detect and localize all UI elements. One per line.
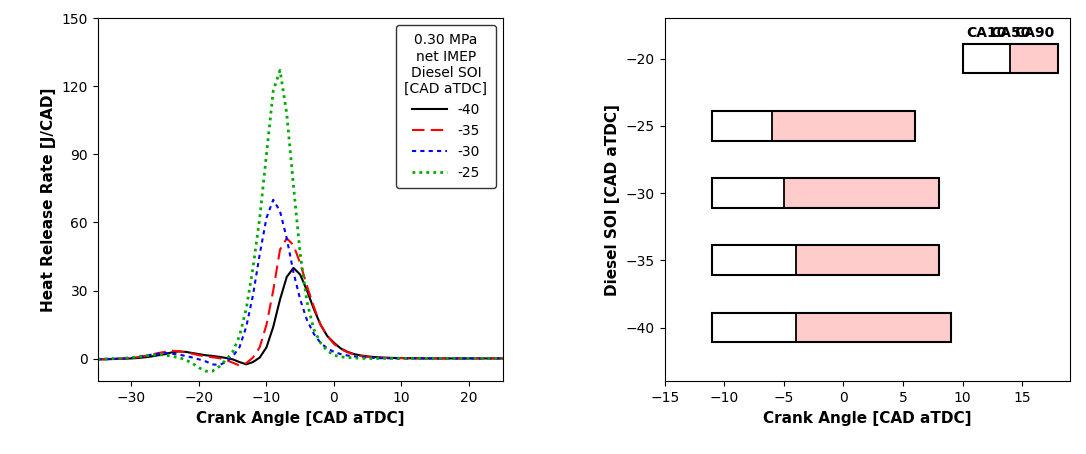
Text: CA10: CA10 [967, 26, 1007, 39]
Bar [962, 44, 1010, 73]
Y-axis label: Heat Release Rate [J/CAD]: Heat Release Rate [J/CAD] [41, 88, 56, 312]
Bar [712, 111, 914, 141]
Bar [712, 246, 938, 275]
Bar [962, 44, 1058, 73]
Legend: -40, -35, -30, -25: -40, -35, -30, -25 [396, 25, 496, 188]
Bar [712, 313, 796, 342]
Bar [712, 313, 950, 342]
Text: CA50: CA50 [990, 26, 1031, 39]
Bar [712, 246, 796, 275]
Bar [772, 111, 914, 141]
Bar [712, 178, 938, 208]
Y-axis label: Diesel SOI [CAD aTDC]: Diesel SOI [CAD aTDC] [605, 104, 620, 296]
X-axis label: Crank Angle [CAD aTDC]: Crank Angle [CAD aTDC] [195, 410, 404, 426]
Bar [796, 246, 938, 275]
Bar [796, 313, 950, 342]
X-axis label: Crank Angle [CAD aTDC]: Crank Angle [CAD aTDC] [763, 410, 972, 426]
Bar [712, 111, 772, 141]
Bar [1010, 44, 1058, 73]
Text: CA90: CA90 [1014, 26, 1055, 39]
Bar [784, 178, 938, 208]
Bar [712, 178, 784, 208]
